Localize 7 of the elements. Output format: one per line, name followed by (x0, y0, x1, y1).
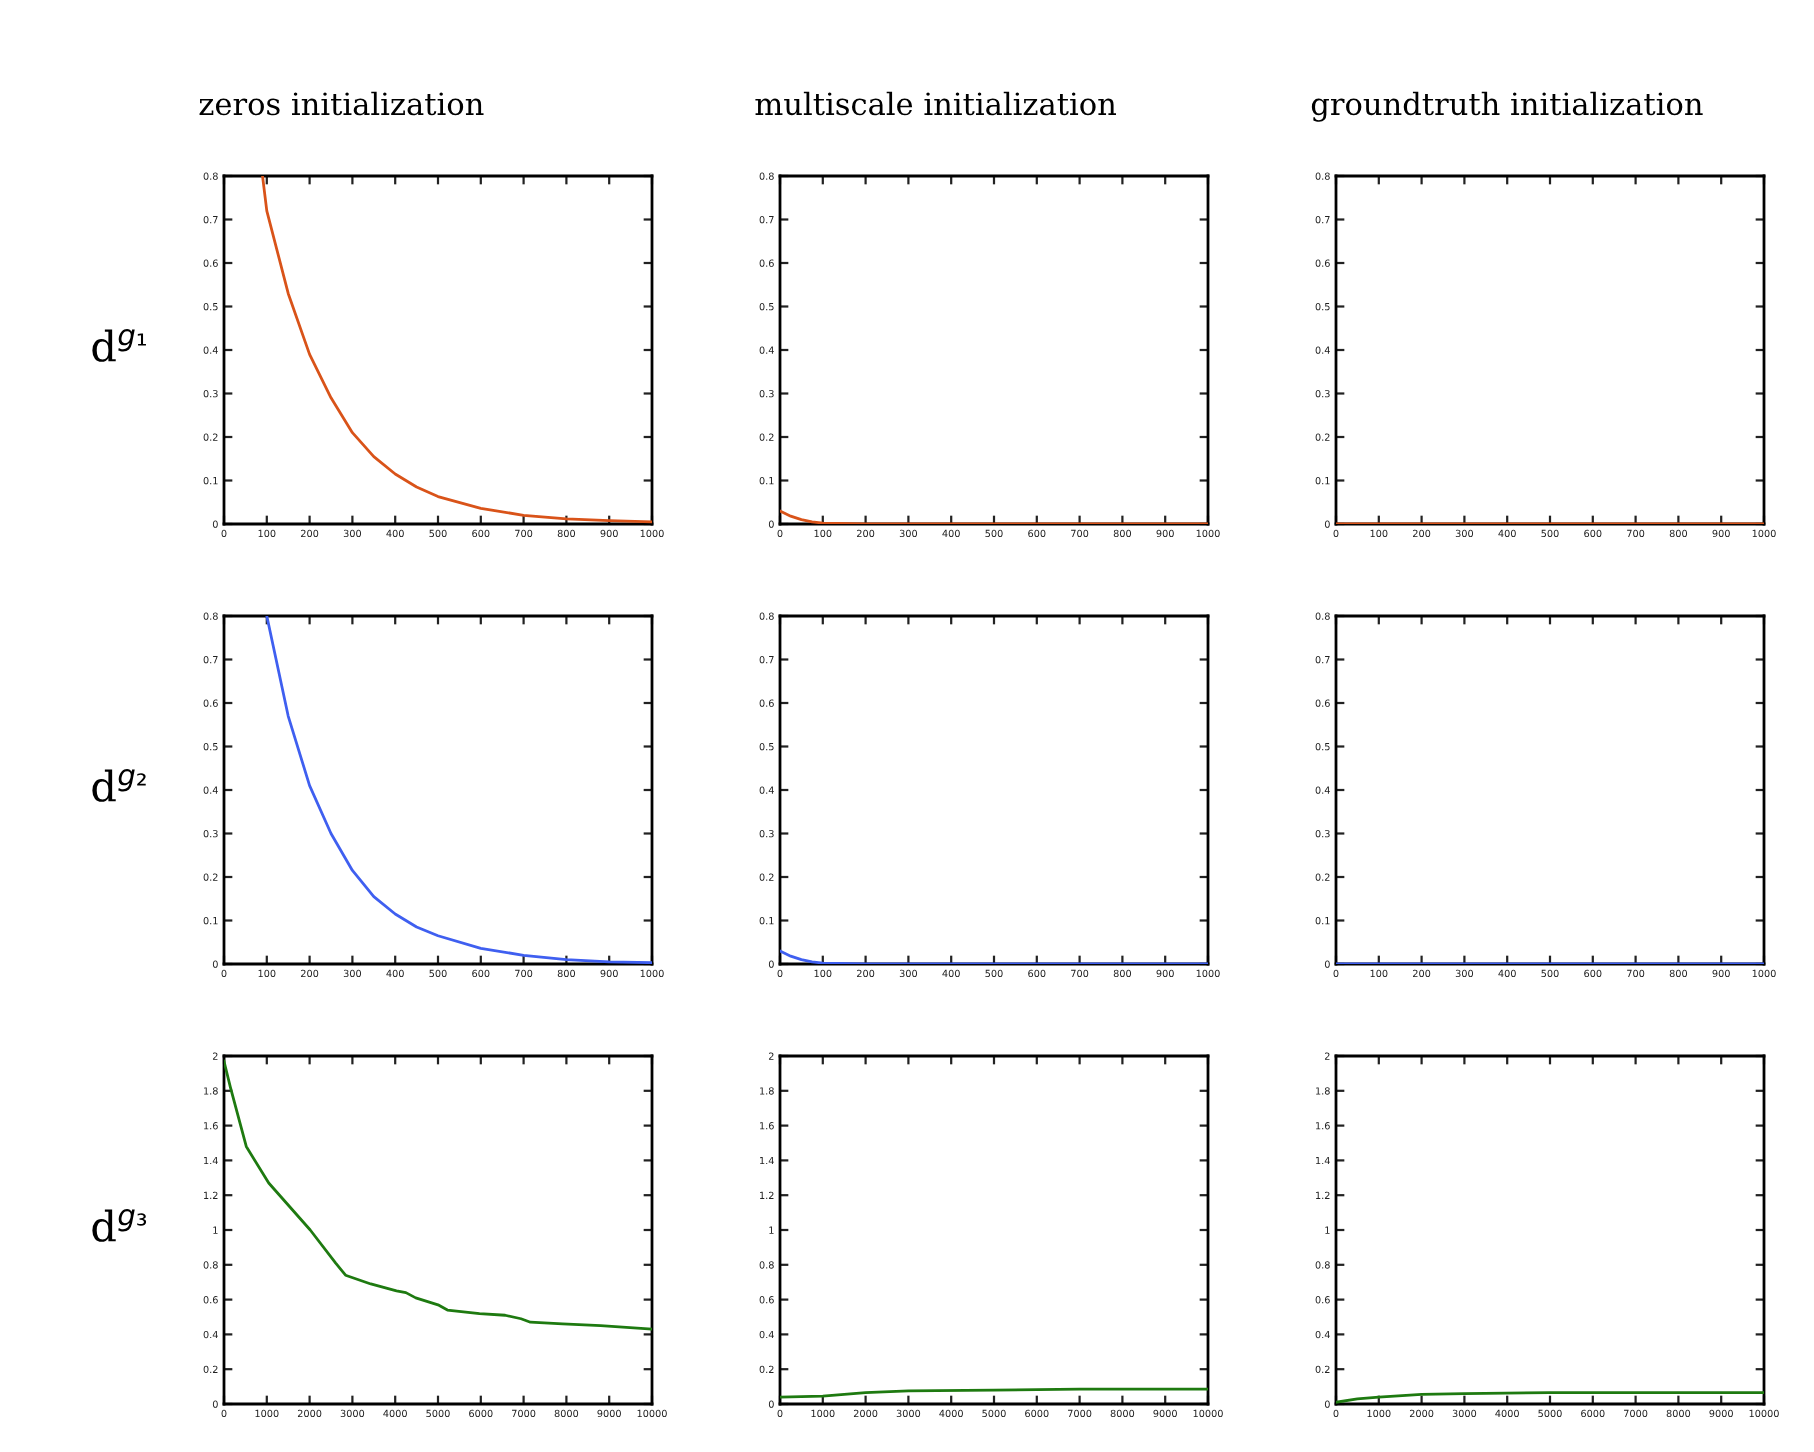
y-axis-title: d$^{g₁}$ (92, 329, 146, 362)
y-axis-title: d$^{g₃}$ (92, 1209, 147, 1242)
chart-title: zeros initialization (199, 91, 484, 116)
chart-title: groundtruth initialization (1311, 91, 1703, 122)
chart-title: multiscale initialization (755, 91, 1116, 116)
y-axis-title: d$^{g₂}$ (92, 769, 146, 802)
line-series (224, 1059, 652, 1331)
